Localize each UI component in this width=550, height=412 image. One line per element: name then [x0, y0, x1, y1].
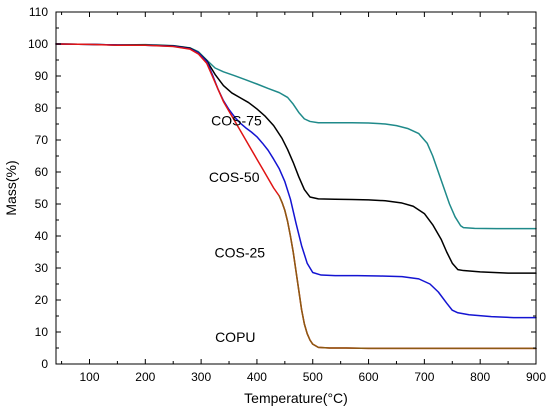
y-tick-label: 90 — [35, 69, 49, 83]
x-axis-title: Temperature(°C) — [244, 390, 348, 406]
y-tick-label: 10 — [35, 325, 49, 339]
y-axis: 0 10 20 30 40 50 60 70 80 90 100 110 — [28, 5, 536, 371]
y-tick-label: 80 — [35, 101, 49, 115]
x-tick-label: 100 — [79, 370, 99, 384]
y-tick-label: 100 — [28, 37, 48, 51]
series-line-cos-25 — [55, 43, 537, 319]
x-tick-label: 700 — [414, 370, 434, 384]
y-tick-label: 0 — [41, 357, 48, 371]
x-tick-label: 400 — [247, 370, 267, 384]
series-label-cos-75: COS-75 — [211, 113, 262, 129]
x-tick-label: 800 — [470, 370, 490, 384]
plot-frame — [55, 11, 537, 365]
series-line-copu — [55, 43, 537, 350]
y-tick-label: 40 — [35, 229, 49, 243]
series-layer — [55, 43, 537, 350]
series-label-copu: COPU — [215, 329, 255, 345]
y-tick-label: 50 — [35, 197, 49, 211]
x-axis-title-text: Temperature( — [244, 390, 328, 406]
y-axis-title: Mass(%) — [3, 160, 19, 215]
y-tick-label: 70 — [35, 133, 49, 147]
series-line-cos-50 — [55, 43, 537, 274]
series-label-cos-50: COS-50 — [209, 169, 260, 185]
x-tick-label: 300 — [191, 370, 211, 384]
x-axis-title-unit: °C — [327, 390, 343, 406]
x-tick-label: 200 — [135, 370, 155, 384]
x-tick-label: 900 — [526, 370, 546, 384]
x-axis-title-close: ) — [343, 390, 348, 406]
y-tick-label: 60 — [35, 165, 49, 179]
y-tick-label: 110 — [29, 5, 48, 19]
y-tick-label: 30 — [35, 261, 49, 275]
series-label-cos-25: COS-25 — [215, 244, 266, 260]
x-tick-label: 600 — [359, 370, 379, 384]
series-line-copu-overlay — [278, 195, 537, 350]
y-tick-label: 20 — [35, 293, 49, 307]
x-axis: 100 200 300 400 500 600 700 800 900 — [61, 12, 546, 384]
series-label-layer: COS-75 COS-50 COS-25 COPU — [209, 113, 265, 346]
series-line-cos-75 — [55, 43, 537, 230]
x-tick-label: 500 — [303, 370, 323, 384]
